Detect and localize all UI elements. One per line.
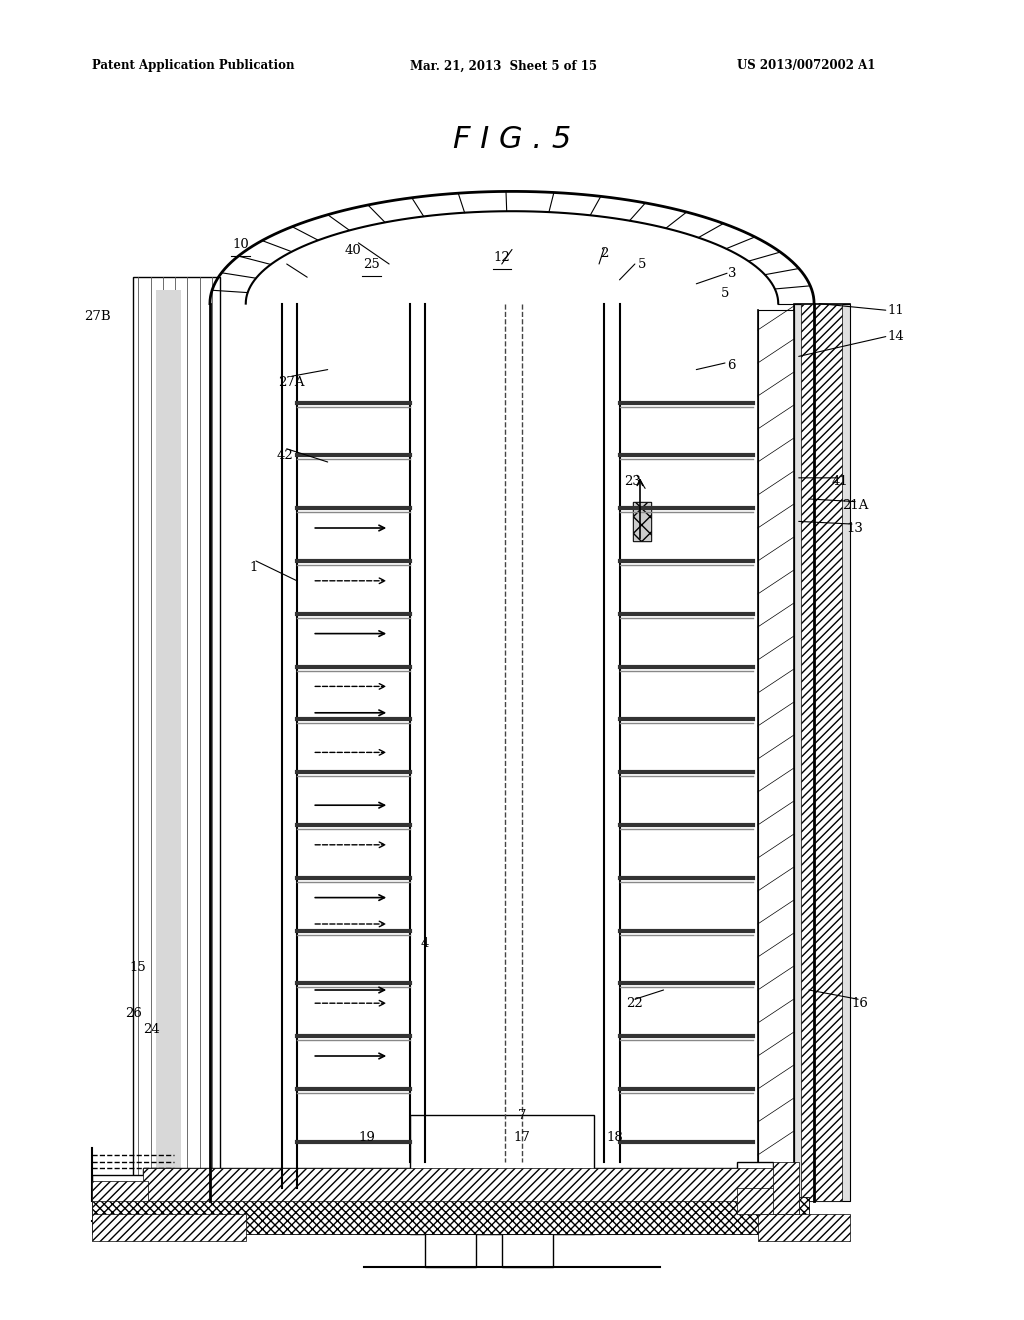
Bar — [801, 304, 842, 1201]
Text: 27A: 27A — [279, 376, 305, 389]
Text: 12: 12 — [494, 251, 510, 264]
Text: 25: 25 — [364, 257, 380, 271]
Bar — [502, 1221, 553, 1267]
Text: F I G . 5: F I G . 5 — [453, 125, 571, 154]
Text: 7: 7 — [518, 1109, 526, 1122]
Text: 10: 10 — [232, 238, 249, 251]
Text: 27B: 27B — [84, 310, 111, 323]
Text: 14: 14 — [888, 330, 904, 343]
Text: 19: 19 — [358, 1131, 375, 1144]
Text: 11: 11 — [888, 304, 904, 317]
Bar — [133, 277, 220, 1201]
Bar — [156, 290, 181, 1175]
Text: 26: 26 — [125, 1007, 141, 1020]
Bar — [92, 1197, 809, 1234]
Text: 13: 13 — [847, 521, 863, 535]
Bar — [425, 1221, 476, 1267]
Bar — [410, 1115, 594, 1234]
Text: 24: 24 — [143, 1023, 160, 1036]
Text: Patent Application Publication: Patent Application Publication — [92, 59, 295, 73]
Bar — [92, 1214, 246, 1241]
Bar — [143, 1168, 778, 1201]
Text: 16: 16 — [852, 997, 868, 1010]
Text: US 2013/0072002 A1: US 2013/0072002 A1 — [737, 59, 876, 73]
Text: 3: 3 — [728, 267, 736, 280]
Bar — [633, 502, 651, 541]
Bar — [794, 304, 850, 1201]
Text: 42: 42 — [276, 449, 293, 462]
Bar — [143, 1168, 778, 1201]
Bar — [794, 304, 850, 1201]
Bar — [773, 1162, 799, 1214]
Text: 4: 4 — [421, 937, 429, 950]
Bar — [737, 1162, 773, 1188]
Text: 22: 22 — [627, 997, 643, 1010]
Text: 23: 23 — [625, 475, 641, 488]
Text: 6: 6 — [727, 359, 735, 372]
Bar — [758, 310, 794, 1195]
Bar — [633, 502, 651, 541]
Text: Mar. 21, 2013  Sheet 5 of 15: Mar. 21, 2013 Sheet 5 of 15 — [410, 59, 597, 73]
Text: 41: 41 — [831, 475, 848, 488]
Text: 15: 15 — [130, 961, 146, 974]
Text: 1: 1 — [250, 561, 258, 574]
Bar — [92, 1175, 148, 1201]
Bar — [737, 1188, 799, 1214]
Bar — [758, 1214, 850, 1241]
Text: 5: 5 — [721, 286, 733, 300]
Text: 21A: 21A — [842, 499, 868, 512]
Text: 5: 5 — [638, 257, 646, 271]
Text: 2: 2 — [600, 247, 608, 260]
Text: 40: 40 — [345, 244, 361, 257]
Text: 18: 18 — [606, 1131, 623, 1144]
Bar — [92, 1181, 148, 1201]
Text: 17: 17 — [514, 1131, 530, 1144]
